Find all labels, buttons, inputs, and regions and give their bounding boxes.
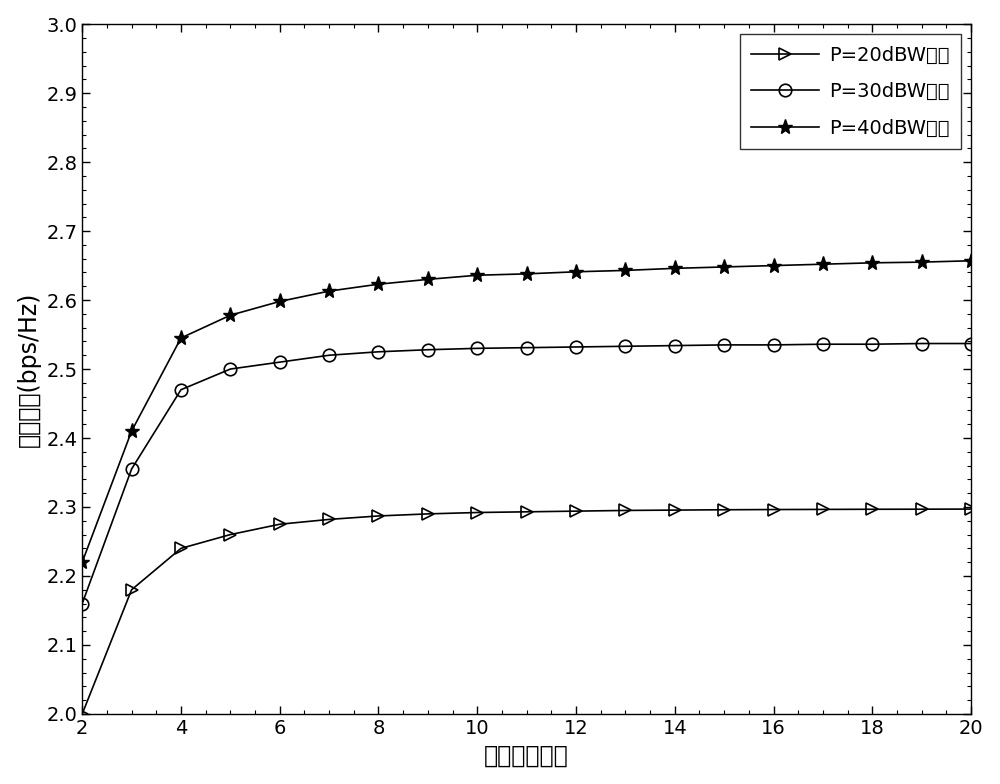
P=20dBW的値 — [76, 710, 88, 719]
P=20dBW的値 — [570, 506, 582, 516]
P=40dBW的値 — [817, 260, 829, 269]
P=30dBW的値 — [817, 339, 829, 349]
P=20dBW的値 — [916, 504, 928, 514]
P=20dBW的値 — [521, 507, 533, 517]
P=20dBW的値 — [422, 509, 434, 518]
P=20dBW的値 — [126, 585, 138, 594]
P=30dBW的値 — [126, 464, 138, 474]
P=20dBW的値 — [817, 505, 829, 514]
P=40dBW的値 — [916, 257, 928, 267]
P=30dBW的値 — [619, 342, 631, 351]
P=20dBW的値 — [175, 543, 187, 553]
P=20dBW的値 — [965, 504, 977, 514]
P=20dBW的値 — [372, 511, 384, 521]
P=30dBW的値 — [916, 339, 928, 348]
Line: P=20dBW的値: P=20dBW的値 — [76, 503, 977, 720]
P=20dBW的値 — [471, 508, 483, 517]
P=40dBW的値 — [224, 310, 236, 320]
P=20dBW的値 — [669, 506, 681, 515]
P=20dBW的値 — [224, 530, 236, 539]
P=30dBW的値 — [175, 385, 187, 394]
P=30dBW的値 — [76, 599, 88, 608]
P=40dBW的値 — [76, 557, 88, 567]
P=40dBW的値 — [323, 286, 335, 296]
P=20dBW的値 — [323, 515, 335, 524]
P=30dBW的値 — [471, 343, 483, 353]
P=30dBW的値 — [521, 343, 533, 352]
P=40dBW的値 — [570, 267, 582, 277]
P=40dBW的値 — [175, 333, 187, 343]
P=40dBW的値 — [718, 263, 730, 272]
X-axis label: 外层搜索次数: 外层搜索次数 — [484, 743, 569, 768]
P=30dBW的値 — [224, 365, 236, 374]
P=20dBW的値 — [718, 505, 730, 514]
P=30dBW的値 — [372, 347, 384, 357]
P=30dBW的値 — [274, 358, 286, 367]
P=20dBW的値 — [274, 520, 286, 529]
P=30dBW的値 — [570, 343, 582, 352]
P=40dBW的値 — [866, 258, 878, 267]
P=40dBW的値 — [422, 274, 434, 284]
P=20dBW的値 — [768, 505, 780, 514]
P=30dBW的値 — [323, 350, 335, 360]
P=30dBW的値 — [718, 340, 730, 350]
P=40dBW的値 — [126, 426, 138, 436]
Line: P=40dBW的値: P=40dBW的値 — [75, 253, 979, 570]
P=30dBW的値 — [866, 339, 878, 349]
P=40dBW的値 — [768, 261, 780, 270]
P=30dBW的値 — [422, 345, 434, 354]
Legend: P=20dBW的値, P=30dBW的値, P=40dBW的値: P=20dBW的値, P=30dBW的値, P=40dBW的値 — [740, 34, 961, 149]
P=30dBW的値 — [669, 341, 681, 350]
Y-axis label: 保密速率(bps/Hz): 保密速率(bps/Hz) — [17, 292, 41, 447]
P=30dBW的値 — [965, 339, 977, 348]
P=40dBW的値 — [669, 263, 681, 273]
P=40dBW的値 — [965, 256, 977, 266]
P=30dBW的値 — [768, 340, 780, 350]
P=40dBW的値 — [619, 266, 631, 275]
P=40dBW的値 — [521, 269, 533, 278]
P=40dBW的値 — [471, 270, 483, 280]
P=40dBW的値 — [372, 280, 384, 289]
Line: P=30dBW的値: P=30dBW的値 — [76, 337, 977, 610]
P=20dBW的値 — [866, 505, 878, 514]
P=40dBW的値 — [274, 296, 286, 306]
P=20dBW的値 — [619, 506, 631, 515]
